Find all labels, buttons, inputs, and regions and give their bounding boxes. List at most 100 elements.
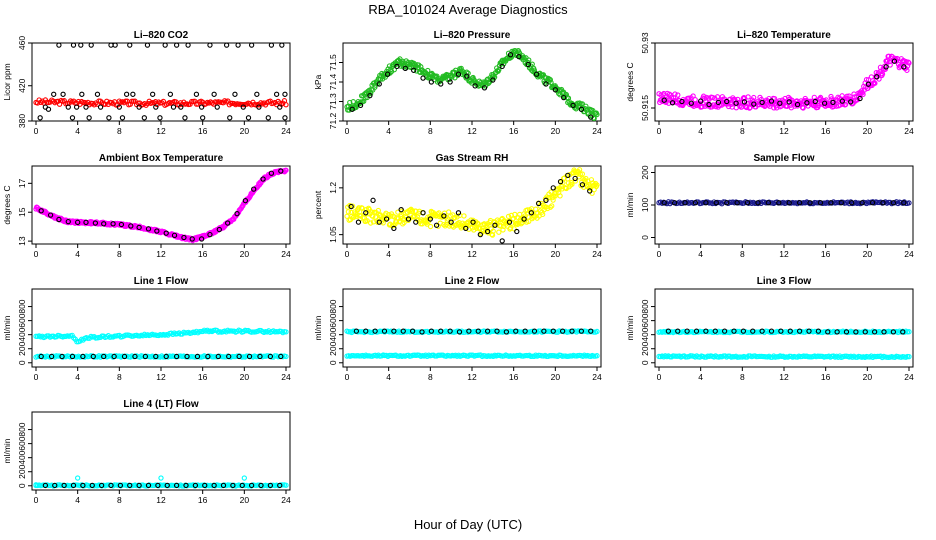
x-tick-label: 20: [551, 372, 561, 382]
data-point: [700, 93, 707, 99]
data-point: [594, 182, 600, 188]
x-tick-label: 20: [863, 249, 873, 259]
data-point: [871, 329, 878, 335]
x-tick-label: 16: [509, 126, 519, 136]
data-point: [692, 96, 698, 103]
data-point: [376, 219, 382, 225]
series-minute: [344, 167, 600, 238]
data-point: [540, 211, 546, 218]
x-tick-label: 0: [34, 249, 39, 259]
data-point: [375, 207, 381, 214]
data-point: [496, 229, 502, 235]
data-point: [521, 216, 527, 222]
data-point: [59, 353, 65, 360]
y-tick-label: 1.2: [328, 182, 338, 194]
data-point: [901, 64, 907, 70]
data-point: [111, 353, 117, 360]
data-point: [251, 186, 257, 192]
data-point: [89, 482, 95, 489]
data-point: [715, 99, 722, 106]
panel-title: Li–820 CO2: [134, 30, 189, 41]
data-point: [594, 328, 600, 335]
y-axis-label: ml/min: [2, 438, 12, 463]
y-axis-label: degrees C: [2, 185, 12, 224]
data-point: [838, 200, 844, 206]
data-point: [363, 328, 369, 334]
plot-area: [344, 328, 600, 360]
x-tick-label: 16: [821, 249, 831, 259]
data-point: [413, 216, 420, 222]
data-point: [849, 200, 855, 206]
data-point: [277, 104, 283, 110]
x-tick-label: 24: [281, 495, 291, 505]
data-point: [127, 43, 133, 48]
x-tick-label: 12: [467, 372, 477, 382]
series-average: [33, 97, 289, 108]
data-point: [258, 482, 264, 489]
data-point: [94, 91, 101, 97]
series-minute: [344, 47, 600, 121]
data-point: [466, 328, 472, 334]
data-point: [733, 100, 739, 106]
data-point: [391, 328, 397, 334]
plot-area: [344, 47, 600, 121]
data-point: [363, 210, 369, 216]
panel-temp: Li–820 Temperature degrees C 0 4 8 12 16 20 24 50…: [625, 30, 914, 136]
data-point: [245, 115, 252, 121]
data-point: [541, 328, 547, 334]
data-point: [173, 43, 180, 48]
x-tick-label: 24: [904, 126, 914, 136]
data-point: [821, 100, 828, 106]
panel-co2: Li–820 CO2 Licor ppm 0 4 8 12 16 20 24 380 420 460: [2, 30, 291, 136]
data-point: [661, 200, 667, 206]
data-point: [52, 482, 58, 489]
x-tick-label: 20: [863, 372, 873, 382]
x-tick-label: 4: [698, 249, 703, 259]
data-point: [692, 200, 699, 206]
data-point: [565, 95, 572, 101]
x-tick-label: 16: [198, 126, 208, 136]
data-point: [348, 203, 354, 210]
x-tick-label: 16: [509, 372, 519, 382]
data-point: [427, 213, 433, 220]
data-point: [543, 197, 549, 203]
data-point: [778, 328, 784, 334]
data-point: [207, 43, 213, 48]
data-point: [268, 170, 275, 176]
data-point: [353, 328, 360, 334]
data-point: [162, 43, 168, 48]
data-point: [882, 66, 888, 72]
data-point: [428, 328, 435, 334]
data-point: [283, 167, 289, 173]
data-point: [883, 64, 889, 70]
series-minute: [656, 53, 912, 111]
data-point: [112, 43, 118, 48]
data-point: [182, 115, 188, 121]
data-point: [225, 220, 231, 226]
data-point: [746, 105, 753, 111]
data-point: [473, 225, 480, 231]
data-point: [843, 329, 850, 335]
data-point: [768, 98, 775, 104]
y-axis-label: ml/min: [625, 315, 635, 340]
data-point: [513, 328, 519, 334]
x-tick-label: 0: [34, 372, 39, 382]
data-point: [565, 172, 571, 179]
data-point: [561, 94, 567, 101]
data-point: [448, 219, 454, 225]
data-point: [830, 99, 836, 106]
data-point: [200, 115, 206, 121]
data-point: [214, 104, 220, 110]
series-samples: [37, 43, 288, 121]
plot-area: [33, 167, 289, 244]
data-point: [255, 183, 261, 189]
data-point: [549, 203, 555, 209]
data-point: [494, 328, 500, 334]
panel-line3: Line 3 Flow ml/min 0 4 8 12 16 20 24 0 20040060080…: [625, 276, 914, 382]
data-point: [260, 176, 266, 182]
data-point: [60, 91, 66, 97]
data-point: [38, 353, 44, 360]
data-point: [216, 226, 222, 233]
data-point: [484, 228, 491, 235]
